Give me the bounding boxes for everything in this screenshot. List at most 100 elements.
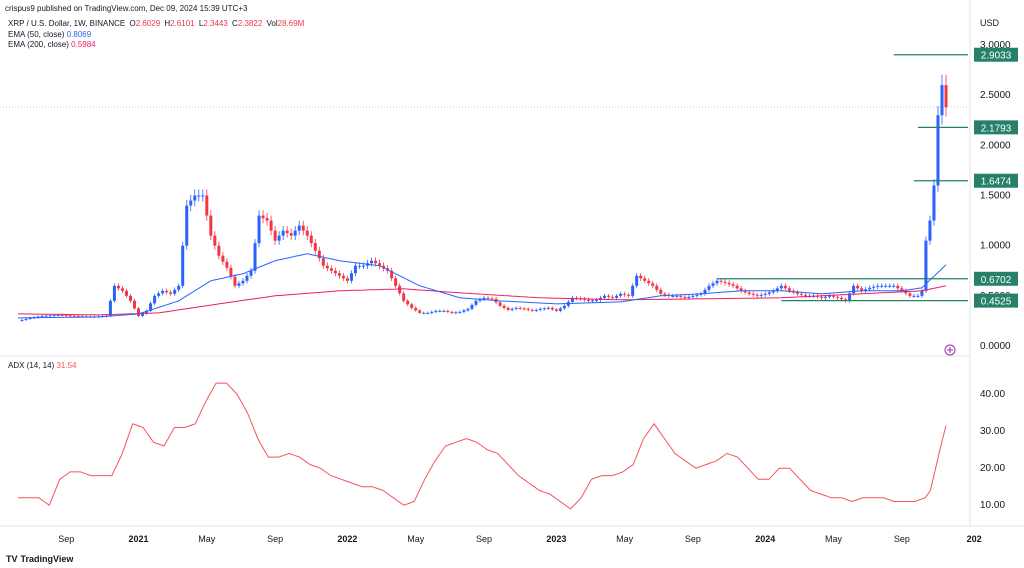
candle-body — [370, 260, 374, 264]
adx-legend[interactable]: ADX (14, 14) 31.54 — [8, 361, 77, 370]
candle-body — [221, 255, 225, 262]
time-tick-label: 2023 — [546, 534, 566, 544]
brand-name: TradingView — [20, 554, 74, 564]
close-value: 2.3822 — [237, 19, 263, 28]
candle-body — [157, 293, 161, 296]
candle-body — [233, 276, 237, 286]
candle-body — [357, 265, 361, 267]
candle-body — [72, 315, 76, 317]
candle-body — [482, 297, 486, 300]
candle-body — [570, 297, 574, 302]
candle-body — [116, 285, 120, 289]
time-tick-label: 202 — [967, 534, 982, 544]
candle-body — [534, 309, 538, 311]
candle-body — [759, 294, 763, 296]
time-tick-label: 2024 — [755, 534, 775, 544]
candle-body — [848, 293, 852, 301]
ema50-legend[interactable]: EMA (50, close) 0.8069 — [8, 30, 91, 39]
candle-body — [44, 315, 48, 317]
candle-body — [466, 308, 470, 311]
candle-body — [197, 195, 201, 197]
candle-body — [864, 289, 868, 291]
price-tick-label: 2.5000 — [980, 90, 1011, 101]
candle-body — [374, 260, 378, 264]
candle-body — [52, 315, 56, 317]
level-label-bg — [974, 271, 1018, 286]
candle-body — [803, 294, 807, 296]
candle-body — [410, 304, 414, 308]
time-tick-label: Sep — [267, 534, 283, 544]
candle-body — [819, 296, 823, 298]
time-tick-label: May — [407, 534, 425, 544]
low-value: 2.3443 — [203, 19, 228, 28]
price-tick-label: 1.5000 — [980, 191, 1011, 202]
candle-body — [301, 225, 305, 231]
candle-body — [490, 298, 494, 300]
candle-body — [297, 225, 301, 231]
time-tick-label: Sep — [58, 534, 74, 544]
candle-body — [912, 295, 916, 297]
candle-body — [623, 293, 627, 295]
candle-body — [586, 299, 590, 301]
candle-body — [828, 295, 832, 297]
symbol-legend[interactable]: XRP / U.S. Dollar, 1W, BINANCE O2.6029 H… — [8, 19, 305, 28]
price-tick-label: 0.0000 — [980, 341, 1011, 352]
candle-body — [313, 243, 317, 251]
candle-body — [333, 270, 337, 274]
candle-body — [317, 250, 321, 259]
candle-body — [502, 305, 506, 308]
candle-body — [406, 300, 410, 305]
candle-body — [852, 285, 856, 294]
currency-label: USD — [980, 18, 1000, 28]
candle-body — [305, 230, 309, 236]
candle-body — [530, 309, 534, 311]
candle-body — [518, 307, 522, 309]
candle-body — [611, 296, 615, 298]
candle-body — [651, 283, 655, 286]
candle-body — [619, 293, 623, 296]
candle-body — [687, 296, 691, 298]
candle-body — [558, 308, 562, 311]
adx-tick-label: 20.00 — [980, 463, 1005, 474]
candle-body — [56, 314, 60, 316]
candle-body — [771, 290, 775, 293]
candle-body — [767, 292, 771, 294]
ema50-line — [18, 253, 947, 319]
tradingview-icon: TV — [6, 554, 18, 564]
candle-body — [470, 304, 474, 309]
candle-body — [876, 285, 880, 287]
candle-body — [145, 310, 149, 314]
candle-body — [823, 296, 827, 298]
time-tick-label: 2021 — [129, 534, 149, 544]
candle-body — [735, 285, 739, 289]
candle-body — [76, 315, 80, 317]
candle-body — [715, 280, 719, 284]
candle-body — [112, 285, 116, 301]
candle-body — [510, 308, 514, 310]
ema200-legend[interactable]: EMA (200, close) 0.5984 — [8, 40, 96, 49]
candle-body — [691, 295, 695, 297]
level-label-bg — [974, 293, 1018, 308]
tradingview-logo[interactable]: TV TradingView — [6, 554, 73, 564]
candle-body — [546, 307, 550, 309]
candle-body — [526, 308, 530, 310]
candle-body — [920, 290, 924, 296]
level-label: 2.9033 — [981, 51, 1012, 62]
candle-body — [249, 270, 253, 276]
candle-body — [361, 265, 365, 267]
candle-body — [68, 315, 72, 317]
candle-body — [832, 295, 836, 297]
candle-body — [390, 270, 394, 279]
candle-body — [703, 289, 707, 294]
candle-body — [896, 285, 900, 289]
candle-body — [924, 240, 928, 291]
candle-body — [595, 299, 599, 301]
candle-body — [225, 261, 229, 268]
candle-body — [723, 281, 727, 283]
adx-line — [18, 382, 947, 510]
candle-body — [161, 290, 165, 294]
candle-body — [438, 310, 442, 312]
candle-body — [414, 307, 418, 311]
candle-body — [185, 205, 189, 246]
